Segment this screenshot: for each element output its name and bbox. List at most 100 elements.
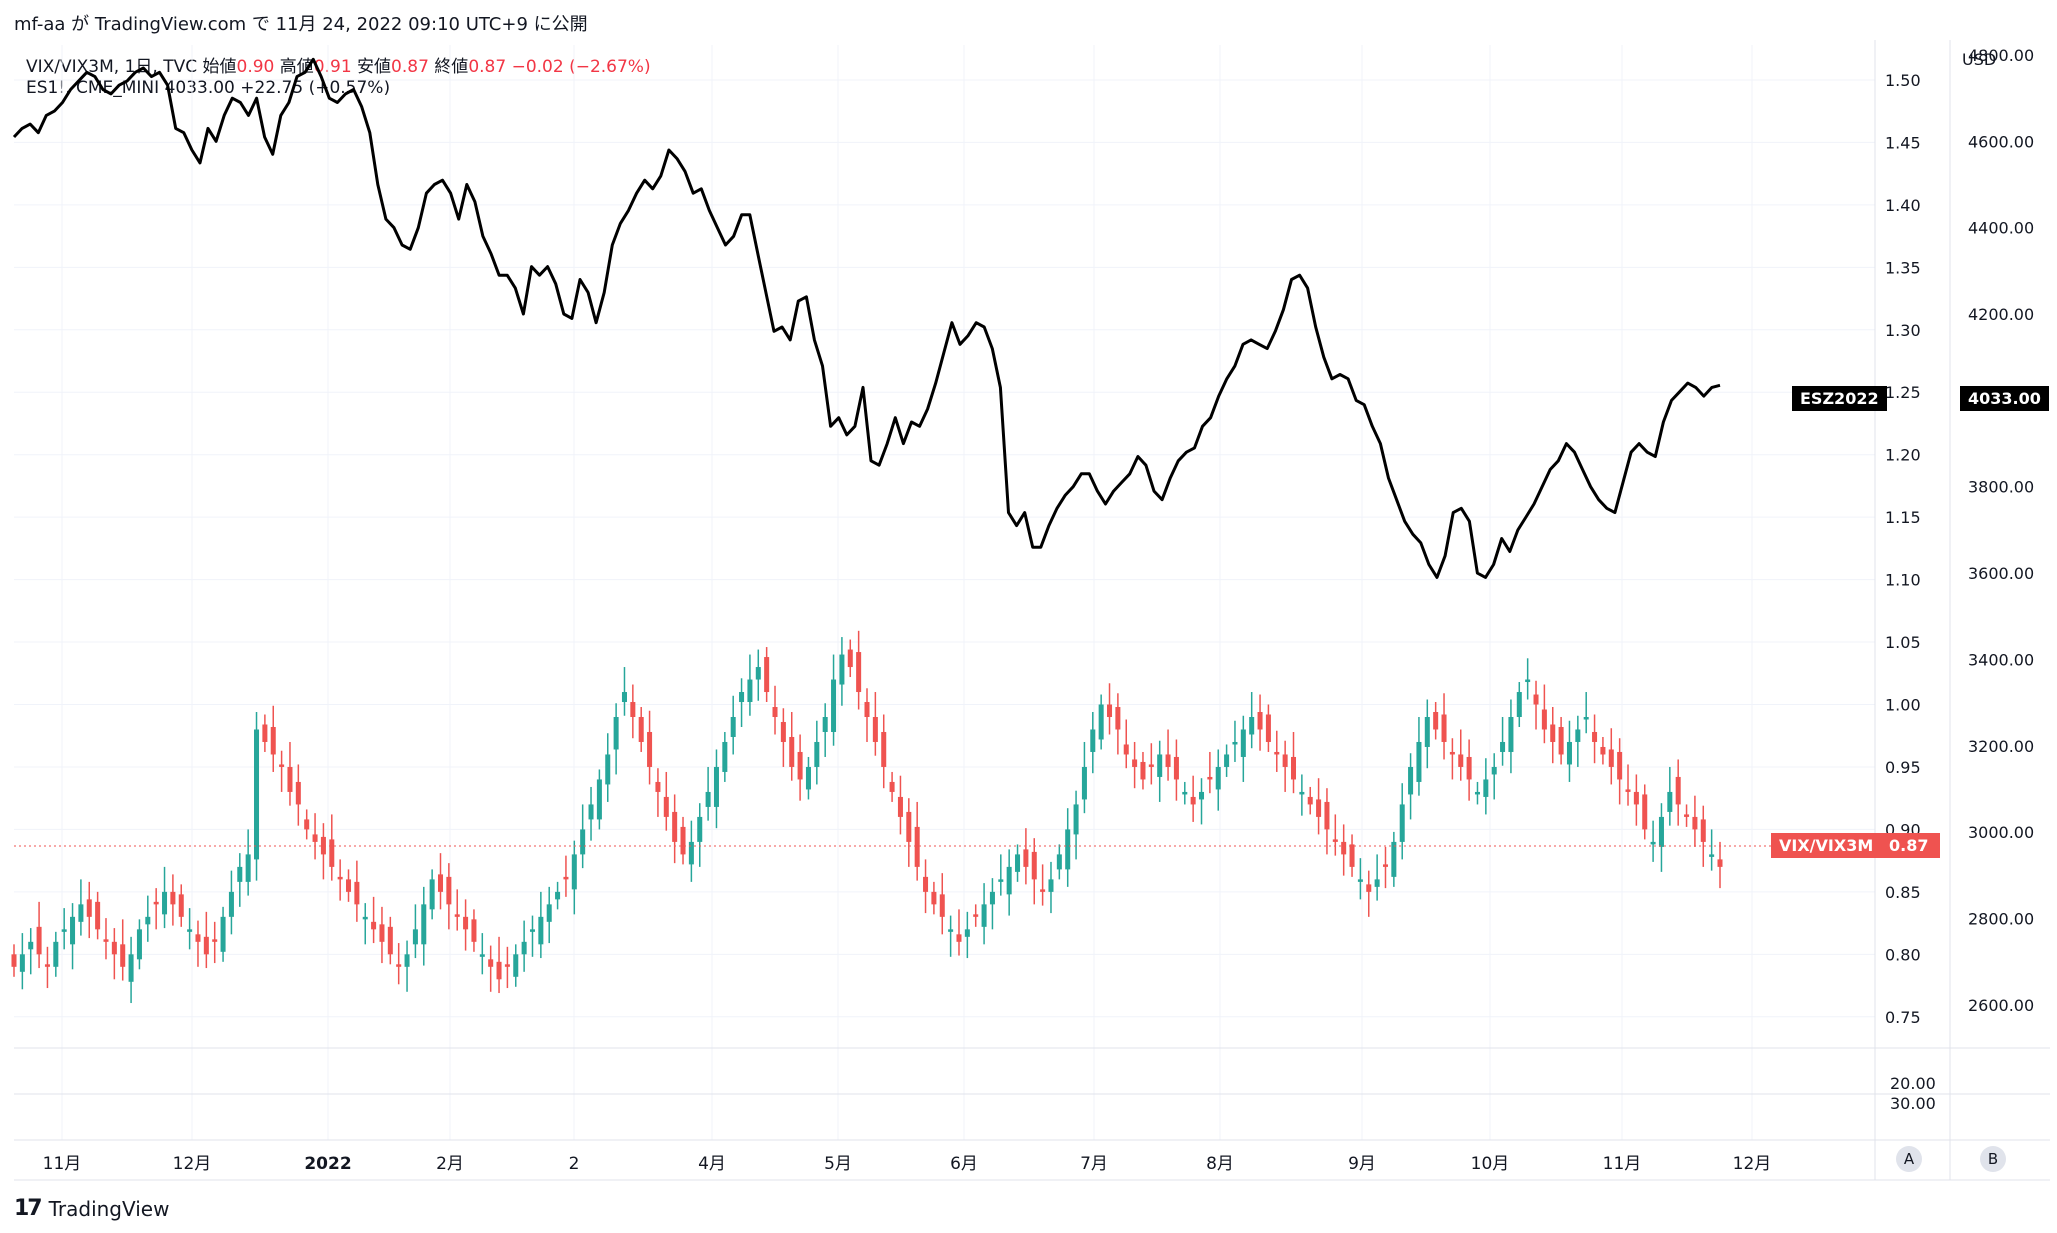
vix-candle-169 <box>1424 717 1430 747</box>
vix-candle-196 <box>1650 841 1656 845</box>
vix-candle-178 <box>1500 741 1506 752</box>
vix-candle-198 <box>1667 791 1673 812</box>
vix-candle-116 <box>981 904 987 927</box>
vix-candle-4 <box>44 964 50 967</box>
vix-candle-129 <box>1090 729 1096 752</box>
vix-candle-146 <box>1232 741 1238 745</box>
x-tick-10: 9月 <box>1348 1154 1376 1174</box>
vix-candle-69 <box>588 804 594 820</box>
vix-candle-11 <box>103 939 109 942</box>
vix-candle-74 <box>630 702 636 717</box>
vix-candle-16 <box>145 916 151 925</box>
vix-candle-0 <box>11 954 17 967</box>
legend-es-text: ES1!, CME_MINI 4033.00 +22.75 (+0.57%) <box>26 78 391 98</box>
y-right-tick-2: 4400.00 <box>1968 219 2034 238</box>
vix-candle-43 <box>371 921 377 930</box>
y-left-tick-8: 1.10 <box>1885 571 1921 590</box>
scale-button-a[interactable]: A <box>1896 1146 1922 1172</box>
y-left-tick-0: 1.50 <box>1885 71 1921 90</box>
vix-candle-6 <box>61 929 67 932</box>
vix-candle-122 <box>1031 851 1037 880</box>
vix-candle-99 <box>839 654 845 685</box>
vix-candle-92 <box>780 721 786 742</box>
vix-candle-55 <box>471 919 477 942</box>
vix-candle-23 <box>203 936 209 955</box>
vix-candle-145 <box>1224 754 1230 767</box>
y-left-tick-10: 1.00 <box>1885 696 1921 715</box>
vix-candle-114 <box>964 929 970 937</box>
chart-grid <box>14 40 2050 1181</box>
vix-candle-57 <box>488 959 494 967</box>
vix-candle-111 <box>939 894 945 917</box>
vix-candle-150 <box>1265 714 1271 742</box>
vix-candle-118 <box>998 879 1004 882</box>
vix-candle-84 <box>713 766 719 807</box>
vix-candle-171 <box>1441 714 1447 742</box>
vix-candle-108 <box>914 826 920 867</box>
vix-candle-154 <box>1299 791 1305 795</box>
vix-candle-140 <box>1182 791 1188 795</box>
vix-candle-3 <box>36 926 42 955</box>
x-tick-0: 11月 <box>43 1154 82 1174</box>
vix-candle-68 <box>580 829 586 855</box>
vix-candle-103 <box>872 717 878 742</box>
vix-candle-12 <box>111 941 117 955</box>
vix-candle-191 <box>1608 749 1614 767</box>
vix-candle-184 <box>1550 724 1556 742</box>
y-left-tick-7: 1.15 <box>1885 508 1921 527</box>
x-axis: 11月 12月 2022 2月 2 4月 5月 6月 7月 8月 9月 10月 11月 12月 <box>43 1154 1772 1174</box>
vix-candle-98 <box>831 679 837 732</box>
vix-candle-26 <box>228 891 234 917</box>
vix-candle-31 <box>270 726 276 755</box>
vix-candle-87 <box>739 692 745 703</box>
vix-candle-20 <box>178 894 184 917</box>
vix-candle-29 <box>254 729 260 860</box>
vix-candle-90 <box>764 657 770 693</box>
vix-candle-39 <box>337 876 343 880</box>
vix-candle-27 <box>237 866 243 882</box>
vix-candle-30 <box>262 724 268 742</box>
vix-candle-95 <box>805 766 811 790</box>
vix-candle-38 <box>329 839 335 867</box>
footer-logo[interactable]: 17 TradingView <box>14 1196 169 1221</box>
vix-candle-75 <box>638 717 644 742</box>
vix-candle-138 <box>1165 754 1171 767</box>
y-right-tick-11: 2600.00 <box>1968 996 2034 1015</box>
vix-candle-88 <box>747 679 753 703</box>
vix-candle-59 <box>504 964 510 967</box>
vix-candle-130 <box>1098 704 1104 740</box>
vix-candle-15 <box>136 929 142 960</box>
vix-candle-21 <box>187 929 193 932</box>
vix-candle-144 <box>1215 766 1221 790</box>
vix-candle-94 <box>797 751 803 780</box>
vix-candle-182 <box>1533 694 1539 705</box>
vix-candle-159 <box>1341 841 1347 855</box>
vix-candle-195 <box>1642 794 1648 830</box>
y-right-tick-8: 3200.00 <box>1968 737 2034 756</box>
vix-candle-35 <box>304 819 310 830</box>
scale-button-b[interactable]: B <box>1980 1146 2006 1172</box>
y-axis-left: 1.50 1.45 1.40 1.35 1.30 1.25 1.20 1.15 1.10 1.05… <box>1885 71 1921 1027</box>
y-right-tick-9: 3000.00 <box>1968 823 2034 842</box>
y-right-tick-10: 2800.00 <box>1968 909 2034 928</box>
vix-candle-79 <box>672 811 678 842</box>
vix-candle-172 <box>1449 751 1455 755</box>
legend-high-value: 0.91 <box>313 57 352 77</box>
y-right-tick-3: 4200.00 <box>1968 305 2034 324</box>
vix-candle-65 <box>555 891 561 900</box>
vix-candle-187 <box>1575 729 1581 742</box>
vix-candle-157 <box>1324 801 1330 830</box>
vix-candle-203 <box>1709 854 1715 857</box>
vix-candle-81 <box>688 841 694 865</box>
vix-candle-124 <box>1048 879 1054 892</box>
vix-candle-66 <box>563 876 569 880</box>
vix-candle-49 <box>421 904 427 945</box>
vix-candle-127 <box>1073 804 1079 835</box>
legend-open-label: 始値 <box>202 57 237 77</box>
x-tick-12: 11月 <box>1603 1154 1642 1174</box>
vix-candle-107 <box>906 811 912 842</box>
vix-candle-24 <box>212 939 218 942</box>
vix-candle-85 <box>722 741 728 772</box>
vix-candle-64 <box>546 904 552 922</box>
